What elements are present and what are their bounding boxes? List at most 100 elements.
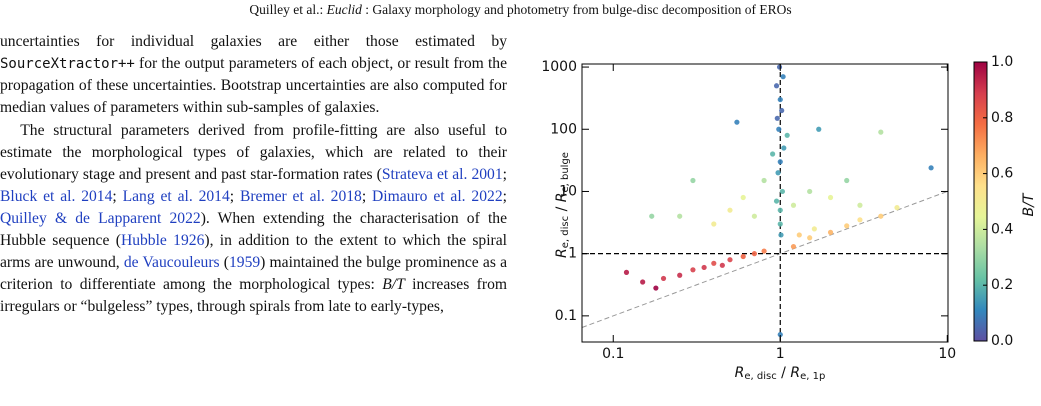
label-part: / — [777, 365, 791, 381]
y-tick-label: 1000 — [541, 59, 577, 75]
data-point — [796, 232, 802, 238]
data-point — [727, 207, 733, 213]
data-point — [677, 272, 683, 278]
data-point — [777, 221, 783, 227]
data-point — [857, 202, 863, 208]
data-point — [807, 235, 813, 241]
text: ( — [219, 254, 229, 271]
data-point — [773, 83, 780, 89]
data-point — [878, 129, 884, 135]
data-point — [773, 198, 780, 204]
data-point — [777, 207, 783, 213]
citation-link[interactable]: de Vaucouleurs — [123, 254, 220, 271]
text: uncertainties for individual galaxies ar… — [0, 33, 507, 50]
data-point — [677, 213, 683, 219]
data-point — [778, 232, 784, 238]
citation-link[interactable]: Dimauro et al. 2022 — [372, 188, 503, 205]
data-point — [776, 126, 782, 132]
data-point — [790, 243, 797, 250]
data-point — [751, 213, 757, 219]
data-point — [774, 115, 780, 121]
colorbar-label: B/T — [1021, 192, 1037, 216]
data-point — [816, 126, 822, 132]
data-point — [740, 194, 746, 201]
text: ; — [361, 188, 373, 205]
colorbar-tick-label: 0.6 — [991, 166, 1013, 182]
data-point — [701, 264, 707, 271]
data-point — [827, 194, 834, 201]
data-point — [727, 257, 733, 263]
code-text: SourceXtractor++ — [0, 56, 135, 72]
data-point — [844, 223, 850, 229]
data-point — [690, 267, 696, 273]
data-point — [660, 275, 667, 282]
text: ; — [502, 166, 507, 183]
plot-frame — [581, 63, 949, 343]
math-text: B/T — [382, 276, 405, 293]
x-tick-label: 1 — [776, 346, 785, 362]
data-point — [894, 205, 900, 211]
data-point — [690, 177, 696, 184]
data-point — [711, 221, 717, 227]
data-point — [719, 262, 725, 268]
citation-link[interactable]: Bremer et al. 2018 — [239, 188, 362, 205]
header-text: Euclid — [326, 2, 362, 17]
text: ), in addition to the extent to which th… — [0, 232, 507, 271]
citation-link[interactable]: Strateva et al. 2001 — [381, 166, 503, 183]
data-point — [807, 188, 813, 195]
data-point — [623, 269, 630, 275]
data-point — [761, 248, 767, 254]
data-point — [751, 251, 757, 257]
text: ; — [112, 188, 123, 205]
colorbar-tick-label: 1.0 — [991, 54, 1013, 70]
label-part: R — [735, 365, 745, 381]
data-point — [770, 151, 776, 157]
data-point — [878, 213, 884, 219]
header-text: : Galaxy morphology and photometry from … — [361, 2, 792, 17]
citation-link[interactable]: Quilley & de Lapparent 2022 — [0, 210, 201, 227]
x-tick-label: 0.1 — [602, 346, 624, 362]
data-point — [928, 165, 934, 171]
label-part: e, disc — [560, 216, 571, 248]
citation-link[interactable]: 1959 — [228, 254, 261, 271]
text: for the output parameters of each object… — [0, 55, 507, 116]
paragraph: uncertainties for individual galaxies ar… — [0, 31, 507, 119]
data-point — [857, 217, 863, 223]
data-point — [777, 159, 783, 165]
data-point — [776, 64, 783, 70]
label-part: e, 1p — [800, 371, 825, 382]
label-part: e, bulge — [560, 152, 571, 192]
x-tick-label: 10 — [938, 346, 956, 362]
label-part: / — [554, 202, 570, 216]
colorbar-tick-label: 0.0 — [991, 333, 1013, 349]
label-part: e, disc — [744, 371, 776, 382]
data-point — [784, 132, 790, 138]
text: ) maintained the bulge prominence as a c… — [0, 254, 508, 293]
x-axis-label: Re, disc / Re, 1p — [735, 365, 826, 382]
text-column: uncertainties for individual galaxies ar… — [0, 31, 507, 318]
data-point — [779, 107, 785, 114]
one-to-one-line — [581, 190, 949, 328]
data-point — [781, 145, 787, 151]
text: increases from irregulars or “bulgeless”… — [0, 276, 507, 315]
citation-link[interactable]: Hubble 1926 — [120, 232, 205, 249]
data-point — [775, 170, 781, 176]
data-point — [844, 177, 850, 184]
running-header: Quilley et al.: Euclid : Galaxy morpholo… — [0, 2, 1041, 18]
data-point — [777, 96, 783, 103]
text: ; — [229, 188, 240, 205]
citation-link[interactable]: Bluck et al. 2014 — [0, 188, 113, 205]
y-axis-label: Re, disc / Re, bulge — [554, 152, 571, 258]
paragraph: The structural parameters derived from p… — [0, 120, 507, 318]
label-part: R — [554, 248, 570, 258]
text: ). When extending the characterisation o… — [0, 210, 508, 249]
y-tick-label: 0.1 — [555, 308, 577, 324]
citation-link[interactable]: Lang et al. 2014 — [122, 188, 230, 205]
y-tick-label: 100 — [550, 121, 577, 137]
data-point — [790, 202, 797, 208]
colorbar-tick-label: 0.4 — [991, 221, 1013, 237]
data-point — [653, 285, 659, 291]
label-part: R — [790, 365, 800, 381]
data-point — [827, 229, 834, 235]
